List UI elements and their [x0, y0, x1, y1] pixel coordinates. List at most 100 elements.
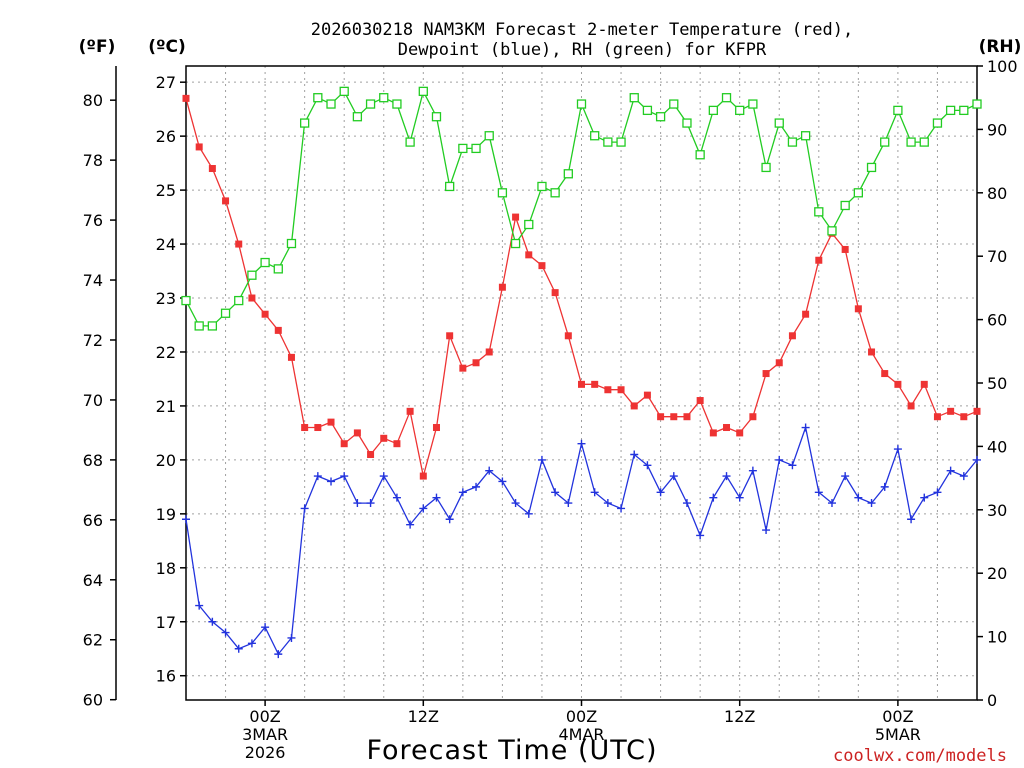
rh-point [418, 86, 428, 97]
temperature-point [788, 332, 796, 340]
series-layer [181, 86, 982, 659]
rh-point [497, 188, 508, 198]
rh-point [932, 118, 943, 128]
temperature-point [841, 245, 849, 253]
dewpoint-point [617, 504, 626, 513]
temperature-point [591, 380, 599, 388]
dewpoint-point [577, 439, 586, 448]
temperature-point [301, 424, 309, 432]
credit-label: coolwx.com/models [833, 746, 1007, 766]
rh-point [616, 137, 626, 147]
dewpoint-point [274, 650, 283, 659]
temperature-point [868, 348, 876, 356]
temperature-point [367, 450, 375, 458]
temperature-point [380, 434, 388, 442]
temperature-point [815, 256, 823, 264]
rh-point [721, 93, 732, 103]
dewpoint-point [472, 482, 481, 491]
rh-tick-label: 50 [987, 374, 1007, 393]
dewpoint-point [841, 472, 850, 481]
rh-point [669, 99, 679, 109]
temperature-point [538, 262, 546, 270]
temperature-point [182, 94, 190, 102]
rh-point [260, 257, 270, 268]
dewpoint-point [775, 455, 784, 464]
dewpoint-point [366, 499, 375, 508]
rh-point [194, 321, 204, 331]
rh-point [655, 112, 666, 122]
rh-point [893, 105, 903, 116]
rh-point [181, 295, 191, 306]
temperature-point [736, 429, 744, 437]
dewpoint-point [182, 515, 190, 524]
temperature-point [775, 359, 783, 367]
celsius-tick-label: 27 [156, 73, 176, 92]
dewpoint-point [682, 499, 691, 508]
series-dewpoint [182, 423, 981, 659]
dewpoint-point [379, 472, 388, 481]
rh-point [313, 93, 323, 103]
dewpoint-point [511, 499, 520, 508]
fahrenheit-tick-label: 80 [83, 91, 103, 110]
x-tick-date-label: 3MAR [242, 725, 288, 744]
temperature-point [683, 413, 691, 421]
temperature-point [353, 429, 361, 437]
rh-point [906, 137, 916, 147]
dewpoint-point [498, 477, 507, 486]
temperature-point [630, 402, 638, 410]
dewpoint-point [445, 515, 454, 524]
rh-tick-label: 60 [987, 311, 1007, 330]
rh-tick-label: 10 [987, 628, 1007, 647]
rh-point [800, 131, 811, 141]
dewpoint-point [406, 520, 415, 529]
rh-point [365, 99, 376, 109]
temperature-point [643, 391, 651, 399]
dewpoint-point [762, 526, 771, 535]
rh-point [682, 118, 692, 128]
rh-point [814, 207, 824, 217]
celsius-tick-label: 25 [156, 181, 176, 200]
rh-point [563, 169, 573, 179]
fahrenheit-tick-label: 78 [83, 151, 103, 170]
dewpoint-point [564, 499, 573, 508]
temperature-point [907, 402, 915, 410]
rh-point [510, 238, 521, 249]
axes [110, 65, 983, 706]
dewpoint-point [603, 499, 612, 508]
dewpoint-point [630, 450, 639, 459]
temperature-point [261, 310, 269, 318]
dewpoint-point [485, 466, 494, 475]
celsius-tick-label: 20 [156, 451, 176, 470]
rh-tick-label: 20 [987, 564, 1007, 583]
rh-point [524, 219, 534, 230]
temperature-point [749, 413, 757, 421]
temperature-point [525, 251, 533, 259]
dewpoint-point [247, 639, 256, 648]
rh-point [972, 99, 982, 109]
dewpoint-point [208, 617, 217, 626]
temperature-point [195, 143, 203, 151]
dewpoint-point [524, 509, 533, 518]
dewpoint-point [537, 455, 546, 464]
rh-point [286, 238, 297, 249]
rh-unit-label: (RH) [979, 37, 1022, 57]
dewpoint-point [261, 623, 270, 632]
dewpoint-point [788, 461, 797, 470]
celsius-tick-label: 17 [156, 613, 176, 632]
temperature-point [564, 332, 572, 340]
rh-tick-label: 80 [987, 184, 1007, 203]
temperature-point [762, 370, 770, 378]
dewpoint-point [287, 633, 296, 642]
dewpoint-point [722, 472, 731, 481]
dewpoint-point [551, 488, 560, 497]
rh-tick-label: 40 [987, 437, 1007, 456]
rh-point [642, 105, 653, 116]
rh-point [853, 188, 863, 198]
fahrenheit-tick-label: 62 [83, 631, 103, 650]
temperature-point [327, 418, 335, 426]
tick-labels: 60 62 64 66 68 70 72 74 76 78 80 16 17 18 19 20 21 22 23 24… [83, 57, 1018, 762]
dewpoint-point [392, 493, 401, 502]
temperature-point [551, 289, 559, 297]
series-line-temperature [185, 98, 978, 477]
x-tick-label: 00Z [566, 707, 597, 726]
